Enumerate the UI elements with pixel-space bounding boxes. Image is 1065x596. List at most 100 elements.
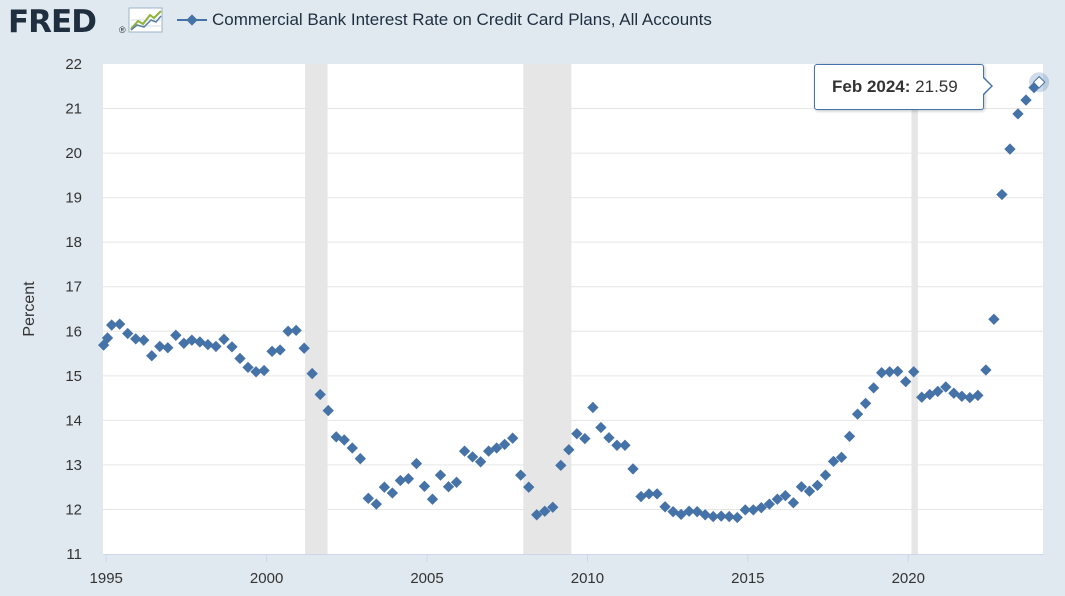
data-point[interactable] xyxy=(996,188,1008,201)
data-point[interactable] xyxy=(130,333,142,345)
data-point[interactable] xyxy=(579,432,591,445)
data-point[interactable] xyxy=(988,313,1000,325)
data-point[interactable] xyxy=(1004,143,1016,155)
data-point[interactable] xyxy=(819,469,832,481)
data-point[interactable] xyxy=(202,338,214,351)
data-point[interactable] xyxy=(827,455,840,468)
data-point[interactable] xyxy=(892,365,904,378)
data-point[interactable] xyxy=(450,476,463,488)
data-point[interactable] xyxy=(755,502,767,514)
data-point[interactable] xyxy=(803,485,816,497)
data-point[interactable] xyxy=(434,469,447,481)
data-point[interactable] xyxy=(146,350,158,362)
data-point[interactable] xyxy=(499,438,511,451)
data-point[interactable] xyxy=(731,511,743,524)
data-point[interactable] xyxy=(490,442,503,454)
data-point[interactable] xyxy=(290,324,302,337)
data-point[interactable] xyxy=(843,430,856,443)
data-point[interactable] xyxy=(771,493,784,505)
data-point[interactable] xyxy=(242,361,254,374)
data-point[interactable] xyxy=(940,381,952,393)
data-point[interactable] xyxy=(466,451,479,463)
data-point[interactable] xyxy=(234,352,246,365)
data-point[interactable] xyxy=(314,388,326,401)
data-point[interactable] xyxy=(282,325,294,337)
data-point[interactable] xyxy=(306,367,318,380)
data-point[interactable] xyxy=(643,488,655,500)
data-point[interactable] xyxy=(426,493,439,505)
data-point[interactable] xyxy=(715,510,727,522)
data-point[interactable] xyxy=(699,509,711,521)
data-point[interactable] xyxy=(571,428,583,440)
data-point[interactable] xyxy=(611,439,623,451)
data-point[interactable] xyxy=(723,510,735,523)
data-point[interactable] xyxy=(523,481,535,493)
data-point[interactable] xyxy=(539,505,551,517)
data-point[interactable] xyxy=(787,497,800,509)
data-point[interactable] xyxy=(908,366,920,378)
data-point[interactable] xyxy=(867,382,880,394)
data-points[interactable] xyxy=(97,72,1050,524)
data-point[interactable] xyxy=(226,341,238,353)
data-point[interactable] xyxy=(932,385,944,398)
data-point[interactable] xyxy=(154,340,166,353)
data-point[interactable] xyxy=(138,334,150,346)
data-point[interactable] xyxy=(627,463,639,475)
data-point[interactable] xyxy=(779,489,792,502)
data-point[interactable] xyxy=(258,364,270,377)
data-point[interactable] xyxy=(515,469,527,481)
data-point[interactable] xyxy=(835,451,848,463)
data-point[interactable] xyxy=(595,421,607,434)
data-point[interactable] xyxy=(619,439,631,451)
data-point[interactable] xyxy=(811,479,824,492)
data-point[interactable] xyxy=(964,391,976,404)
data-point[interactable] xyxy=(851,408,864,420)
data-point[interactable] xyxy=(402,473,415,485)
data-point[interactable] xyxy=(659,501,671,513)
data-point[interactable] xyxy=(563,444,575,456)
data-point[interactable] xyxy=(474,456,487,468)
data-point[interactable] xyxy=(900,375,912,388)
data-point[interactable] xyxy=(859,397,872,410)
data-point[interactable] xyxy=(707,510,719,523)
data-point[interactable] xyxy=(531,509,543,521)
data-point[interactable] xyxy=(410,457,423,470)
data-point[interactable] xyxy=(651,488,663,500)
data-point[interactable] xyxy=(555,459,567,472)
data-point[interactable] xyxy=(587,401,599,414)
data-point[interactable] xyxy=(322,404,334,417)
data-point[interactable] xyxy=(547,501,559,513)
data-point[interactable] xyxy=(739,504,751,516)
data-point[interactable] xyxy=(458,445,471,457)
data-point-highlighted[interactable] xyxy=(1032,75,1046,89)
data-point[interactable] xyxy=(354,453,366,465)
data-point[interactable] xyxy=(346,442,358,454)
data-point[interactable] xyxy=(763,498,775,510)
data-point[interactable] xyxy=(442,481,455,493)
fred-logo[interactable]: FRED xyxy=(8,4,97,40)
data-point[interactable] xyxy=(956,390,968,402)
data-point[interactable] xyxy=(162,342,174,354)
data-point[interactable] xyxy=(266,345,278,357)
data-point[interactable] xyxy=(210,340,222,353)
data-point[interactable] xyxy=(795,481,808,493)
data-point[interactable] xyxy=(170,329,182,341)
data-point[interactable] xyxy=(418,480,431,492)
data-point[interactable] xyxy=(362,492,374,504)
data-point[interactable] xyxy=(603,432,615,444)
data-point[interactable] xyxy=(875,367,888,379)
data-point[interactable] xyxy=(378,481,391,493)
data-point[interactable] xyxy=(370,498,382,510)
data-point[interactable] xyxy=(883,366,896,378)
data-point[interactable] xyxy=(298,342,310,354)
data-point[interactable] xyxy=(218,333,230,345)
data-point[interactable] xyxy=(972,389,984,402)
data-point[interactable] xyxy=(683,505,695,517)
data-point[interactable] xyxy=(186,334,198,346)
data-point[interactable] xyxy=(980,364,992,376)
data-point[interactable] xyxy=(394,474,407,487)
data-point[interactable] xyxy=(386,487,399,499)
data-point[interactable] xyxy=(338,434,350,446)
data-point[interactable] xyxy=(274,344,286,356)
data-point[interactable] xyxy=(747,504,759,516)
